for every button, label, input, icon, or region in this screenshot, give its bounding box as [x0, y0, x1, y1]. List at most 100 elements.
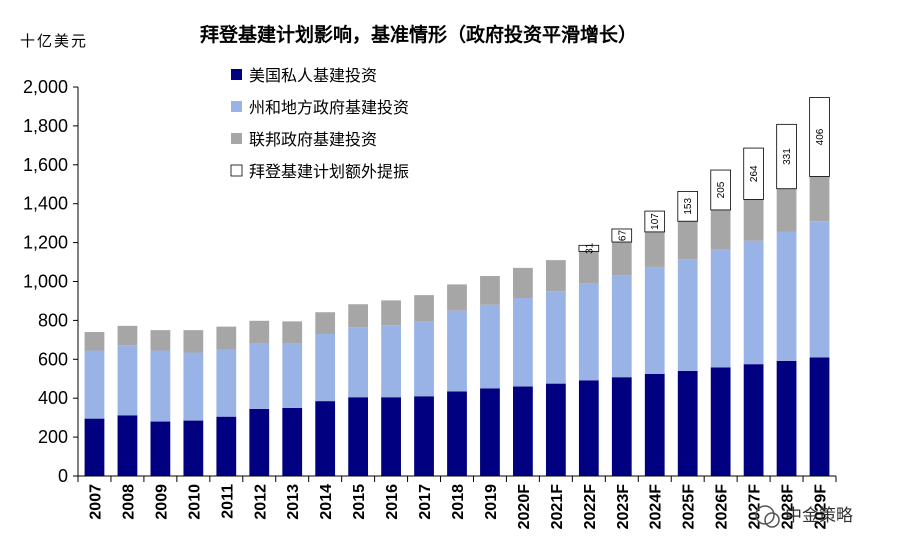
x-tick-label-2020F: 2020F	[516, 484, 533, 530]
x-tick-label-2012: 2012	[252, 484, 269, 520]
bar-segment-3-2008	[117, 325, 138, 346]
bar-segment-3-2013	[282, 321, 303, 344]
bar-segment-1-2022F	[578, 380, 599, 476]
bar-segment-2-2018	[447, 310, 467, 392]
x-tick-label-2014: 2014	[318, 484, 335, 520]
bar-segment-3-2027F	[743, 199, 764, 241]
x-tick-label-2018: 2018	[450, 484, 467, 520]
bar-segment-3-2014	[315, 312, 336, 335]
data-label-2026F: 205	[716, 181, 727, 198]
y-tick-label: 2,000	[23, 77, 68, 97]
bar-segment-1-2020F	[513, 386, 533, 476]
bar-segment-1-2011	[216, 416, 237, 476]
bar-segment-3-2009	[150, 330, 171, 351]
bar-segment-3-2020F	[513, 267, 533, 299]
bar-segment-2-2020F	[513, 298, 533, 387]
bar-segment-3-2011	[216, 326, 237, 350]
bar-segment-1-2024F	[644, 373, 665, 476]
bar-segment-3-2012	[249, 320, 270, 344]
legend-swatch-2	[231, 101, 242, 112]
bar-segment-2-2009	[150, 350, 171, 422]
bar-segment-2-2025F	[677, 259, 698, 371]
bar-segment-2-2008	[117, 345, 138, 416]
data-label-2029F: 406	[815, 128, 826, 145]
x-tick-label-2010: 2010	[186, 484, 203, 520]
y-tick-label: 0	[58, 466, 68, 486]
legend-label-3: 联邦政府基建投资	[249, 130, 377, 149]
bar-segment-1-2019	[480, 388, 500, 476]
x-tick-label-2024F: 2024F	[648, 484, 665, 530]
x-tick-label-2013: 2013	[285, 484, 302, 520]
y-tick-label: 1,800	[23, 116, 68, 136]
x-tick-label-2016: 2016	[384, 484, 401, 520]
y-tick-label: 200	[38, 427, 68, 447]
bar-segment-2-2022F	[578, 283, 599, 381]
bar-segment-3-2016	[381, 300, 401, 326]
x-tick-label-2021F: 2021F	[549, 484, 566, 530]
bar-segment-2-2027F	[743, 240, 764, 365]
bar-segment-3-2015	[348, 304, 369, 328]
x-tick-label-2008: 2008	[120, 484, 137, 520]
bar-segment-1-2025F	[677, 370, 698, 476]
legend-swatch-4	[230, 164, 243, 177]
x-tick-label-2017: 2017	[417, 484, 434, 520]
data-label-2024F: 107	[650, 213, 661, 230]
bar-segment-3-2017	[414, 295, 434, 322]
bar-segment-3-2022F	[578, 251, 599, 284]
bar-segment-1-2009	[150, 421, 171, 476]
bar-segment-3-2019	[480, 276, 500, 305]
legend-label-2: 州和地方政府基建投资	[249, 98, 409, 117]
bar-segment-1-2013	[282, 407, 303, 476]
bar-segment-1-2017	[414, 396, 434, 476]
legend-swatch-1	[231, 69, 242, 80]
wechat-icon	[755, 505, 775, 525]
x-tick-label-2011: 2011	[219, 484, 236, 519]
bar-segment-2-2024F	[644, 266, 665, 374]
bar-segment-1-2029F	[809, 357, 830, 476]
bar-segment-1-2008	[117, 415, 138, 476]
bar-segment-4-2025F	[677, 191, 698, 222]
bar-segment-1-2015	[348, 397, 369, 476]
x-tick-label-2025F: 2025F	[681, 484, 698, 530]
x-tick-label-2028F: 2028F	[780, 484, 797, 530]
y-tick-label: 1,600	[23, 155, 68, 175]
x-axis: 2007 2008 2009 2010 2011 2012 2013 2014 2015 2016…	[77, 475, 837, 530]
bar-segment-3-2028F	[776, 188, 797, 232]
x-tick-label-2029F: 2029F	[813, 484, 830, 530]
y-axis: 0 200 400 600 800 1,000 1,200 1,400 1,600 1,800 2,…	[23, 77, 79, 486]
data-label-2023F: 67	[617, 230, 628, 242]
bar-segment-4-2023F	[611, 228, 633, 243]
bar-segment-1-2027F	[743, 364, 764, 476]
bars: 31 67 107 153 205 264 331 406	[84, 97, 830, 476]
y-tick-label: 1,000	[23, 272, 68, 292]
data-label-2022F: 31	[584, 242, 595, 254]
y-tick-label: 1,200	[23, 233, 68, 253]
bar-segment-2-2023F	[611, 275, 632, 378]
bar-segment-3-2018	[447, 284, 467, 311]
y-tick-label: 600	[38, 349, 68, 369]
bar-segment-4-2029F	[809, 97, 830, 177]
bar-segment-2-2007	[84, 350, 105, 419]
bar-segment-1-2023F	[611, 377, 632, 476]
x-tick-label-2019: 2019	[483, 484, 500, 520]
bar-segment-1-2007	[84, 418, 105, 476]
bar-segment-1-2010	[183, 420, 204, 476]
bar-segment-3-2023F	[611, 242, 632, 276]
chart-title: 拜登基建计划影响，基准情形（政府投资平滑增长）	[200, 24, 638, 46]
bar-segment-2-2014	[315, 334, 336, 402]
bar-segment-1-2016	[381, 397, 401, 476]
data-label-2027F: 264	[749, 165, 760, 182]
bar-segment-2-2015	[348, 327, 369, 398]
bar-segment-3-2025F	[677, 221, 698, 260]
x-tick-label-2026F: 2026F	[714, 484, 731, 530]
bar-segment-3-2007	[84, 332, 105, 351]
bar-segment-3-2010	[183, 330, 204, 353]
legend-swatch-3	[231, 133, 242, 144]
data-label-2028F: 331	[782, 148, 793, 165]
watermark-text: 中金策略	[785, 506, 853, 526]
bar-segment-2-2013	[282, 343, 303, 408]
legend-label-4: 拜登基建计划额外提振	[249, 162, 409, 181]
bar-segment-2-2019	[480, 304, 500, 389]
